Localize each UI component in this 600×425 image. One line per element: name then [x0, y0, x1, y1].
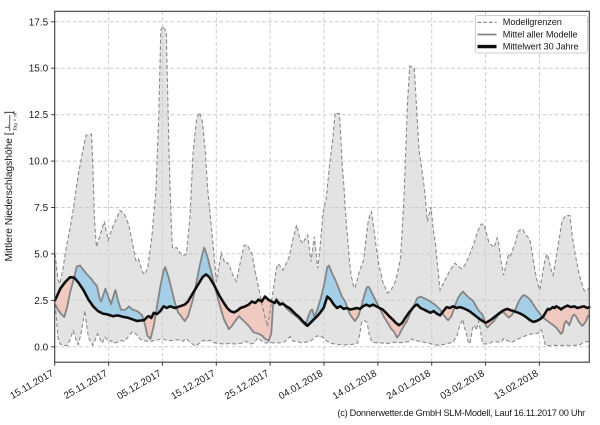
svg-text:17.5: 17.5 — [29, 17, 49, 28]
svg-text:]: ] — [4, 111, 15, 114]
svg-text:L: L — [4, 125, 11, 130]
svg-text:Modellgrenzen: Modellgrenzen — [503, 17, 562, 27]
svg-text:10.0: 10.0 — [29, 157, 49, 168]
svg-text:15.0: 15.0 — [29, 64, 49, 75]
svg-text:Mittelwert 30 Jahre: Mittelwert 30 Jahre — [503, 42, 579, 52]
svg-text:12.5: 12.5 — [29, 110, 49, 121]
svg-text:(c) Donnerwetter.de GmbH SLM-M: (c) Donnerwetter.de GmbH SLM-Modell, Lau… — [337, 408, 585, 418]
svg-text:5.0: 5.0 — [34, 249, 48, 260]
svg-text:Tag × m²: Tag × m² — [13, 111, 19, 131]
svg-text:2.5: 2.5 — [34, 296, 48, 307]
svg-text:Mittel aller Modelle: Mittel aller Modelle — [503, 29, 578, 39]
svg-text:7.5: 7.5 — [34, 203, 48, 214]
svg-text:0.0: 0.0 — [34, 342, 48, 353]
svg-text:Mittlere Niederschlagshöhe [: Mittlere Niederschlagshöhe [ — [4, 132, 15, 261]
